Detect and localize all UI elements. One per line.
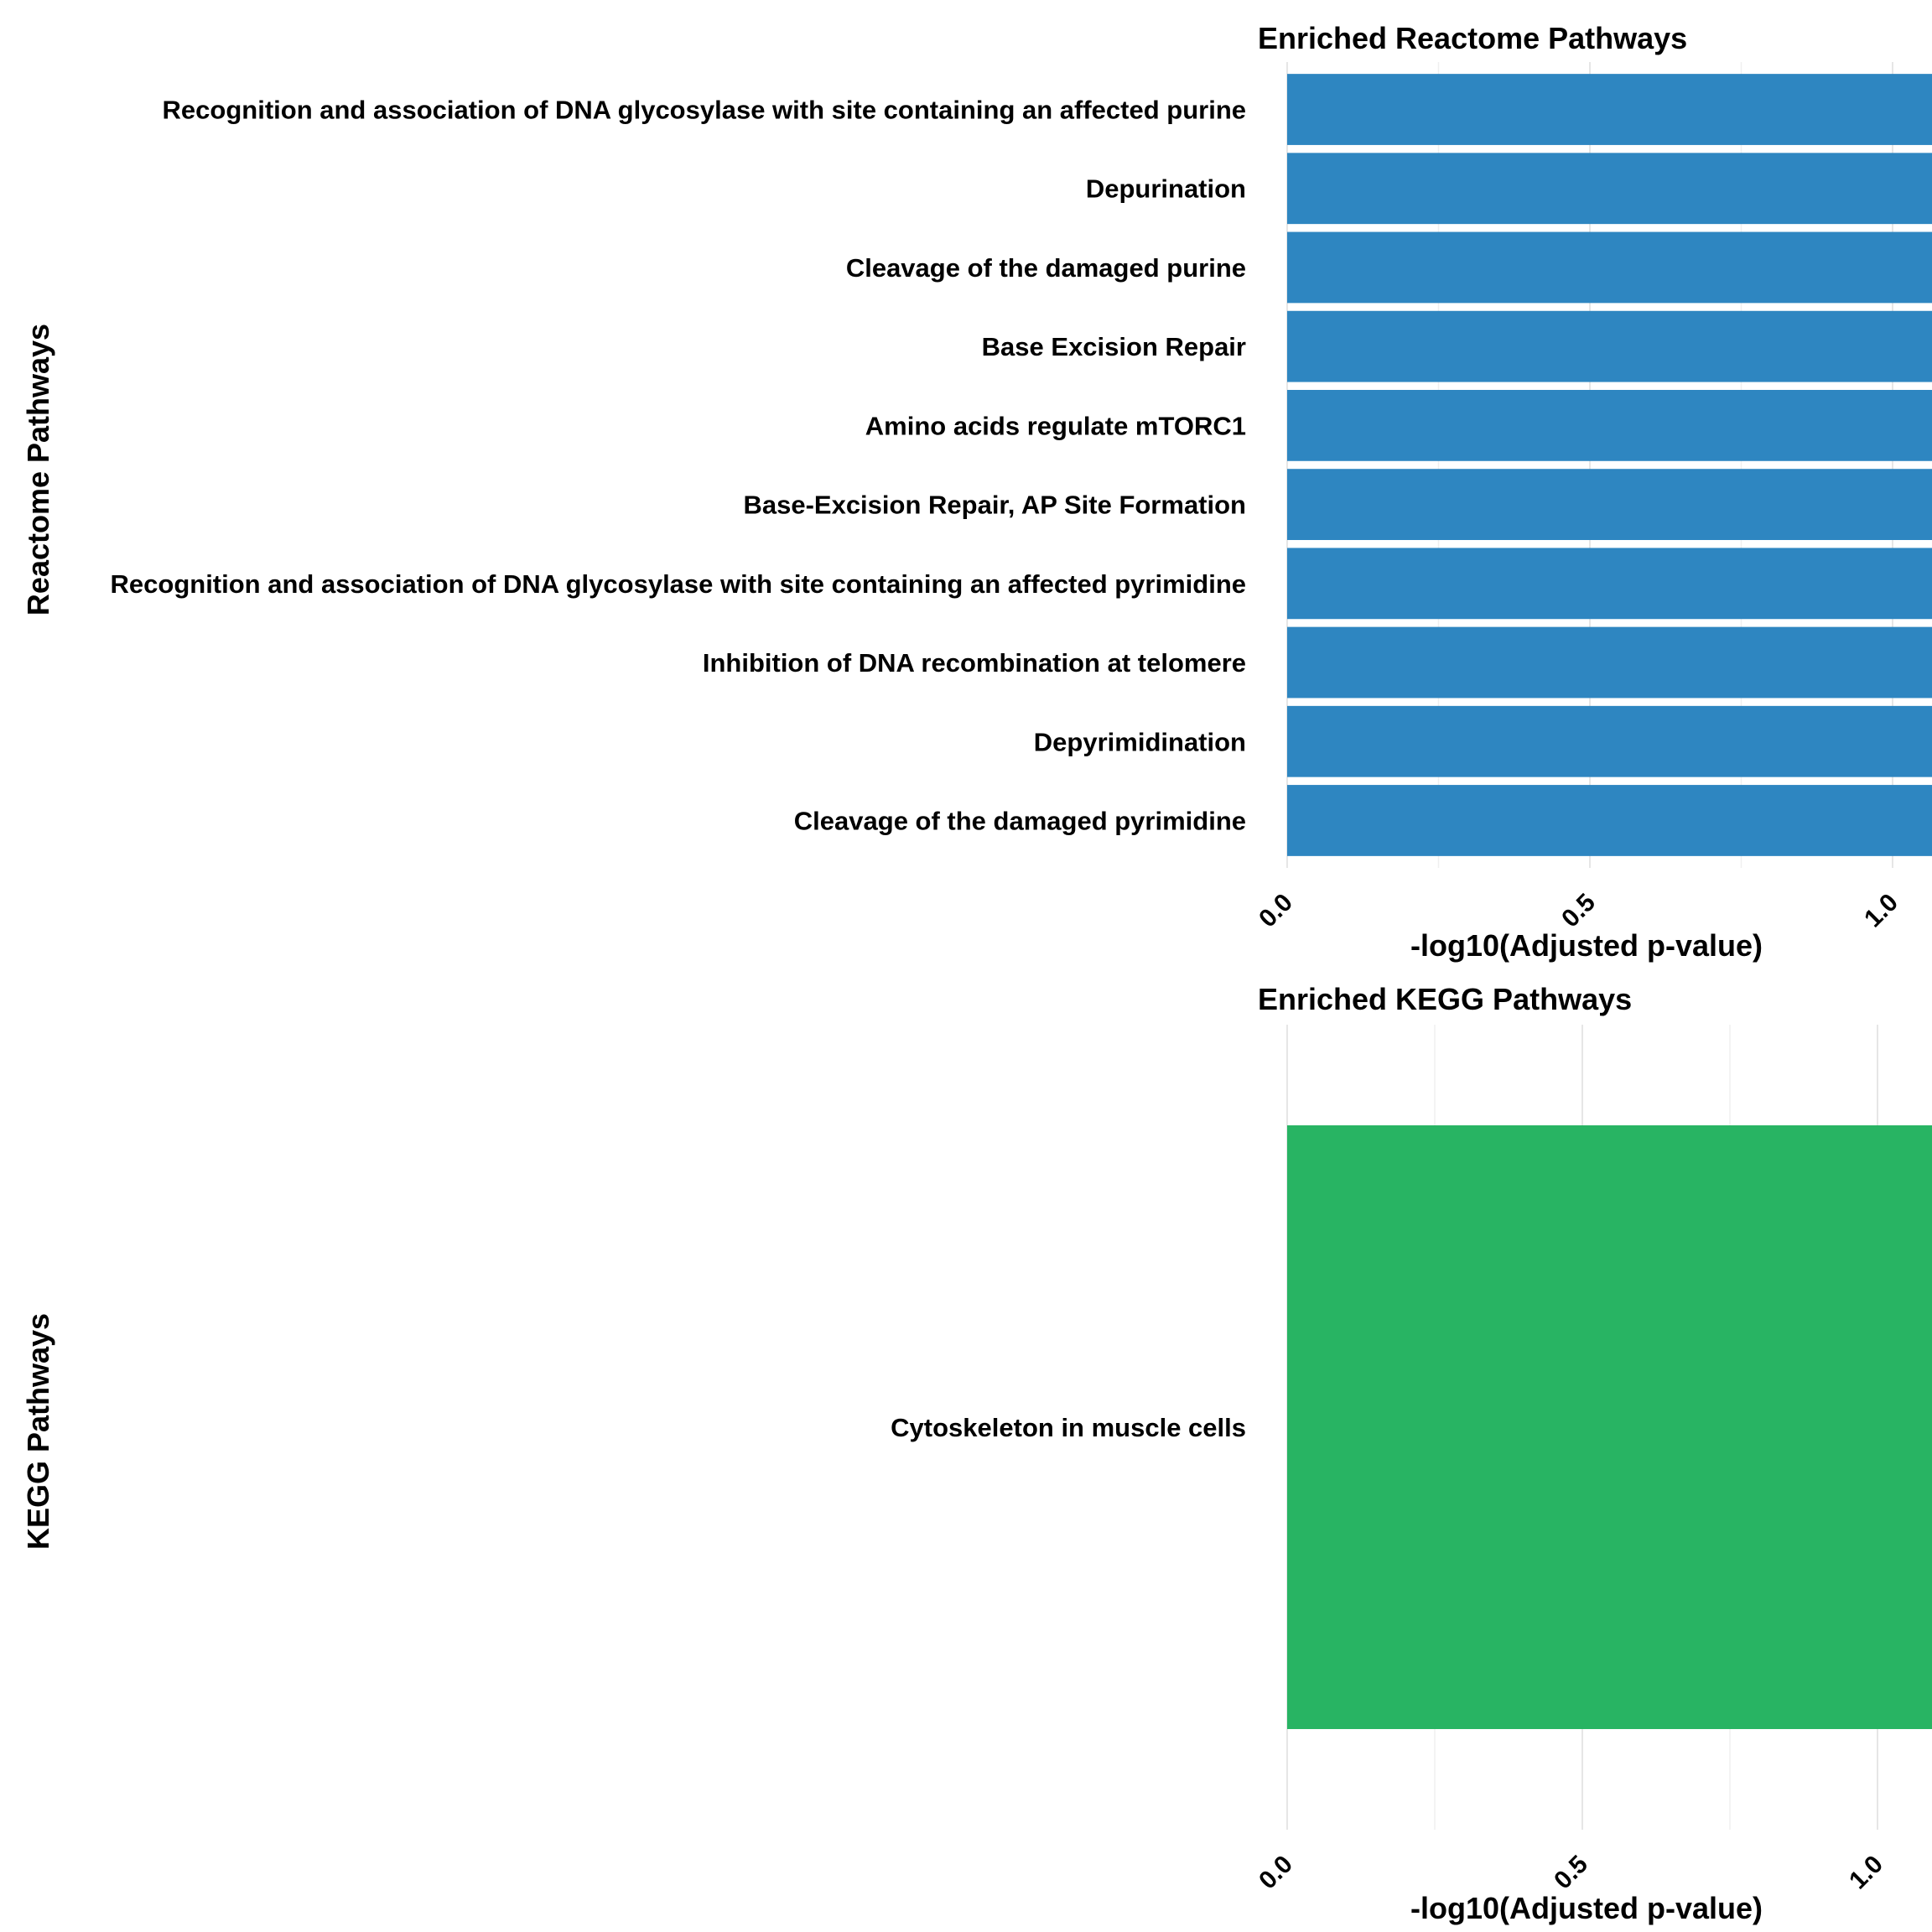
- bar: [1287, 153, 1932, 225]
- x-tick-label: 0.0: [1254, 1851, 1298, 1895]
- reactome-y-axis-title: Reactome Pathways: [21, 324, 55, 615]
- x-tick-label: 1.0: [1844, 1851, 1888, 1895]
- kegg-panel: Enriched KEGG Pathways KEGG Pathways -lo…: [21, 982, 1932, 1925]
- bar: [1287, 548, 1932, 620]
- x-tick-label: 1.0: [1859, 889, 1903, 933]
- x-tick-label: 0.5: [1549, 1851, 1593, 1895]
- x-tick-label: 0.5: [1556, 889, 1601, 933]
- bar: [1287, 469, 1932, 541]
- category-label: Cleavage of the damaged pyrimidine: [794, 806, 1246, 835]
- category-label: Depyrimidination: [1034, 727, 1246, 756]
- category-label: Amino acids regulate mTORC1: [865, 411, 1246, 440]
- kegg-x-axis-title: -log10(Adjusted p-value): [1410, 1891, 1763, 1925]
- bar: [1287, 231, 1932, 304]
- category-label: Cytoskeleton in muscle cells: [891, 1413, 1246, 1442]
- bar: [1287, 705, 1932, 777]
- reactome-x-axis-title: -log10(Adjusted p-value): [1410, 928, 1763, 963]
- bars: [1287, 1125, 1932, 1729]
- category-label: Base-Excision Repair, AP Site Formation: [743, 491, 1246, 520]
- bar: [1287, 626, 1932, 699]
- category-label: Base Excision Repair: [982, 332, 1246, 361]
- reactome-chart-title: Enriched Reactome Pathways: [1258, 21, 1687, 55]
- bar: [1287, 785, 1932, 856]
- bars: [1287, 74, 1932, 856]
- reactome-panel: Enriched Reactome Pathways Reactome Path…: [21, 21, 1932, 963]
- category-label: Cleavage of the damaged purine: [846, 253, 1246, 283]
- category-label: Recognition and association of DNA glyco…: [111, 569, 1246, 599]
- x-tick-label: 0.0: [1254, 889, 1298, 933]
- kegg-y-axis-title: KEGG Pathways: [21, 1313, 55, 1550]
- bar: [1287, 74, 1932, 145]
- category-label: Inhibition of DNA recombination at telom…: [703, 648, 1246, 678]
- bar: [1287, 1125, 1932, 1729]
- category-label: Recognition and association of DNA glyco…: [163, 96, 1246, 125]
- bar: [1287, 389, 1932, 461]
- category-label: Depurination: [1086, 174, 1246, 204]
- bar: [1287, 310, 1932, 382]
- kegg-chart-title: Enriched KEGG Pathways: [1258, 982, 1632, 1016]
